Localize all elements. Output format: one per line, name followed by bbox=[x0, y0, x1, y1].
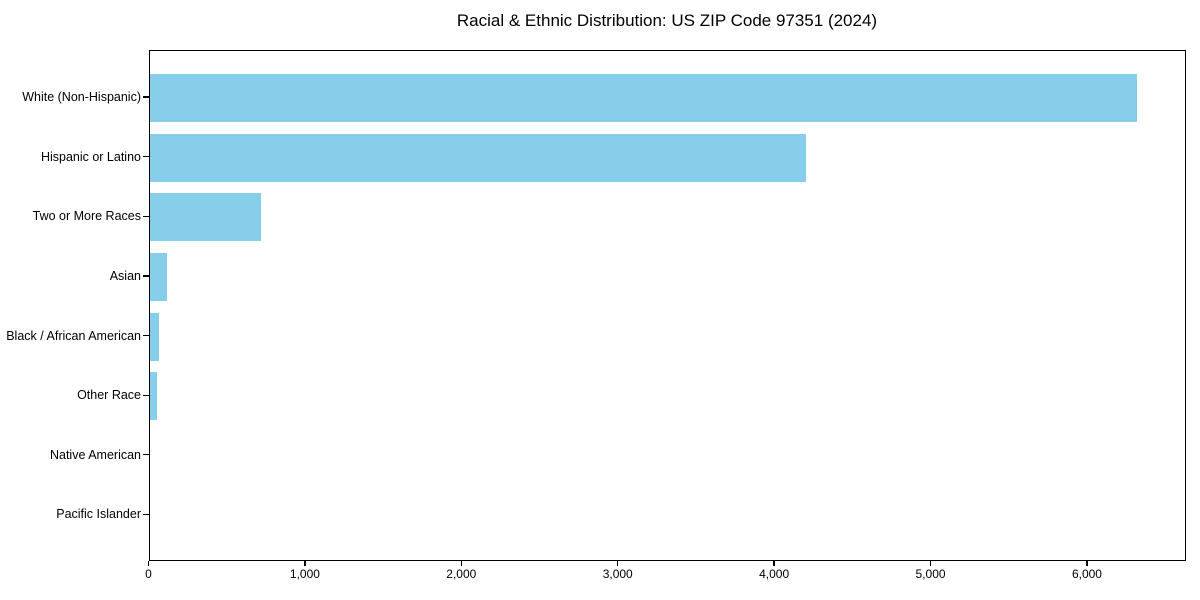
y-tick bbox=[142, 215, 149, 217]
y-tick bbox=[142, 155, 149, 158]
x-tick-label: 3,000 bbox=[602, 567, 633, 581]
x-tick bbox=[929, 561, 932, 566]
y-tick-label: Two or More Races bbox=[32, 209, 141, 224]
x-tick-label: 0 bbox=[145, 567, 152, 581]
bar bbox=[149, 74, 1138, 122]
y-tick bbox=[142, 96, 149, 98]
y-tick-label: White (Non-Hispanic) bbox=[22, 90, 141, 104]
bar bbox=[149, 133, 807, 182]
x-tick-label: 5,000 bbox=[915, 567, 946, 581]
x-tick bbox=[1086, 561, 1088, 566]
chart-title: Racial & Ethnic Distribution: US ZIP Cod… bbox=[456, 11, 878, 30]
y-tick bbox=[142, 454, 149, 456]
x-tick-label: 4,000 bbox=[759, 567, 790, 581]
x-tick-label: 6,000 bbox=[1071, 567, 1102, 581]
y-tick bbox=[142, 275, 149, 277]
y-tick-label: Hispanic or Latino bbox=[40, 149, 141, 164]
y-tick bbox=[142, 513, 149, 516]
x-tick bbox=[773, 561, 775, 566]
x-tick-label: 1,000 bbox=[289, 567, 320, 581]
x-tick bbox=[304, 561, 306, 566]
bar bbox=[149, 252, 167, 301]
x-tick bbox=[460, 561, 462, 566]
x-tick bbox=[617, 561, 619, 566]
y-tick-label: Black / African American bbox=[6, 328, 141, 343]
bar bbox=[149, 193, 261, 242]
x-tick bbox=[147, 561, 150, 566]
y-tick-label: Pacific Islander bbox=[56, 507, 141, 522]
y-tick-label: Other Race bbox=[77, 388, 141, 403]
y-tick bbox=[142, 334, 149, 337]
y-tick-label: Native American bbox=[49, 447, 141, 462]
y-tick bbox=[142, 394, 149, 396]
y-tick-label: Asian bbox=[109, 268, 141, 283]
bar bbox=[149, 312, 160, 361]
x-tick-label: 2,000 bbox=[446, 567, 477, 581]
plot-area bbox=[148, 50, 1186, 561]
bar bbox=[149, 372, 157, 421]
